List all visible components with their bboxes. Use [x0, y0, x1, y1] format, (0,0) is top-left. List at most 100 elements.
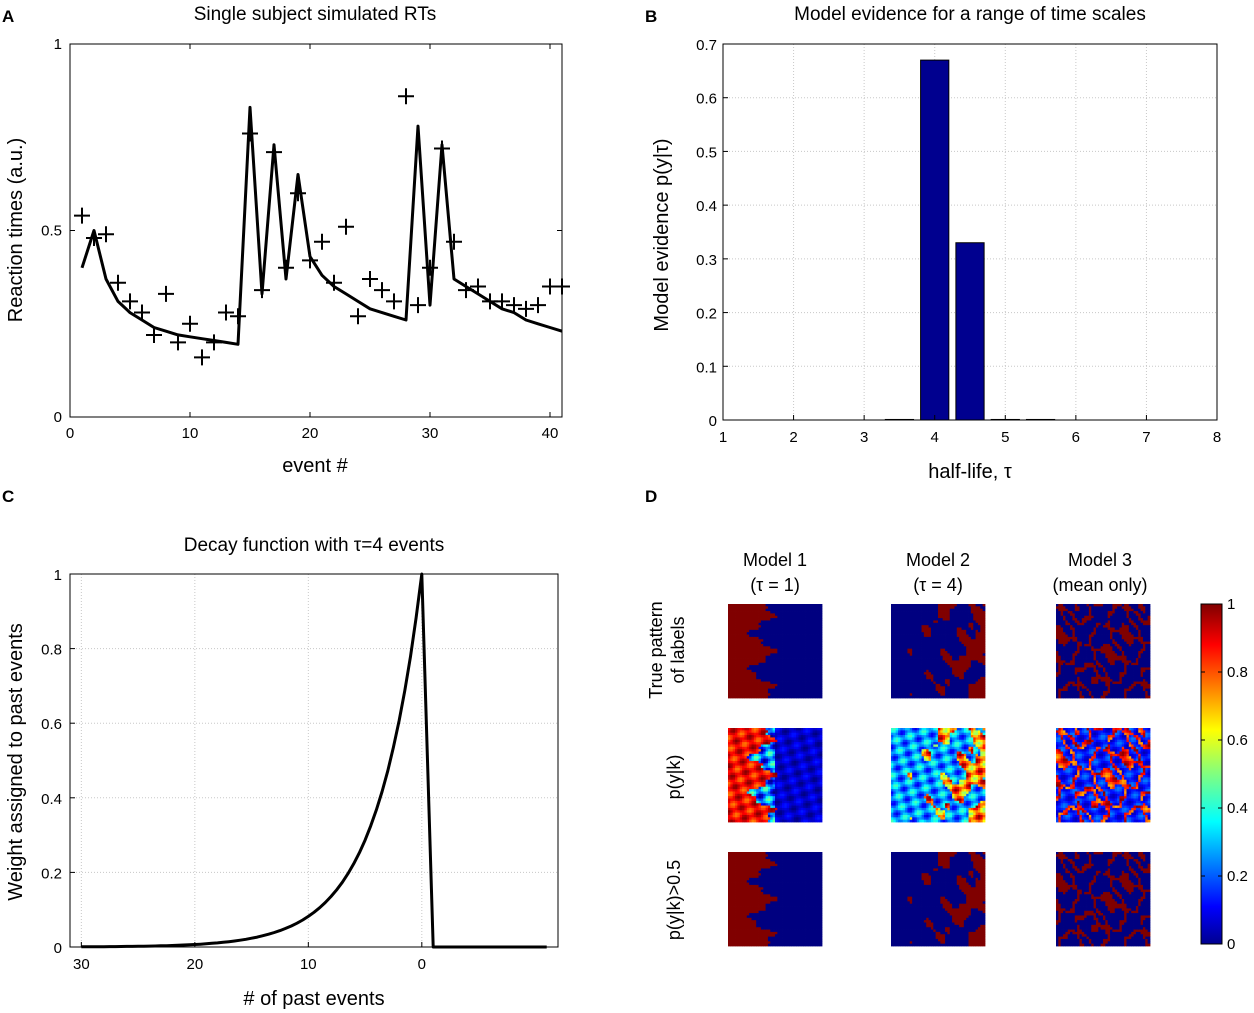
panel-a-data-point: [386, 293, 402, 310]
panel-a-xlabel: event #: [282, 455, 348, 477]
panel-a-data-point: [110, 274, 126, 291]
panel-a-data-point: [554, 278, 570, 295]
panel-c-decay-line: [81, 572, 547, 949]
panel-b-xtick-label: 7: [1142, 429, 1150, 446]
panel-a-xtick-label: 10: [182, 425, 199, 442]
panel-letter-c: C: [2, 487, 14, 506]
panel-b-xtick-label: 1: [719, 429, 727, 446]
panel-c-xtick-label: 10: [300, 956, 317, 973]
panel-b-ytick-label: 0.1: [696, 359, 717, 376]
panel-c-xtick-label: 30: [73, 956, 90, 973]
panel-a-axes: [69, 43, 563, 418]
col-3-line2: (mean only): [1052, 575, 1147, 595]
heatmap-r1-c1: [728, 604, 823, 699]
panel-a-ytick-label: 0: [54, 409, 62, 426]
panel-a-data-point: [518, 300, 534, 317]
panel-a-xtick-label: 20: [302, 425, 319, 442]
panel-b-xtick-label: 5: [1001, 429, 1009, 446]
panel-b-bar: [920, 59, 950, 421]
panel-a-data-point: [434, 140, 450, 157]
panel-b-xtick-label: 8: [1213, 429, 1221, 446]
panel-c-ytick-label: 1: [54, 567, 62, 584]
panel-a-fit-line: [80, 105, 563, 346]
panel-d: D Model 1 (τ = 1) Model 2 (τ = 4) Model …: [645, 487, 1248, 953]
heatmap-r3-c2: [891, 852, 986, 947]
colorbar-tick-label: 0.8: [1227, 664, 1248, 681]
panel-a-data-point: [74, 207, 90, 224]
col-2-line1: Model 2: [906, 550, 970, 570]
panel-c-ytick-label: 0.2: [41, 865, 62, 882]
panel-c-ytick-label: 0.4: [41, 791, 62, 808]
panel-b-ytick-label: 0.6: [696, 91, 717, 108]
panel-a-data-point: [362, 270, 378, 287]
panel-a-data-point: [266, 144, 282, 161]
panel-a-data-point: [422, 259, 438, 276]
panel-c-ytick-label: 0.6: [41, 716, 62, 733]
panel-a-data-point: [338, 218, 354, 235]
panel-a-data-point: [146, 326, 162, 343]
panel-b-ylabel: Model evidence p(y|τ): [651, 138, 673, 331]
panel-a-data-point: [302, 252, 318, 269]
colorbar-tick-label: 0.6: [1227, 732, 1248, 749]
panel-a-data-point: [98, 226, 114, 243]
panel-letter-a: A: [2, 7, 14, 26]
panel-a-data-point: [278, 259, 294, 276]
panel-a-data-point: [290, 185, 306, 202]
row-2-label: p(y|k): [664, 755, 684, 800]
panel-b-ytick-label: 0.5: [696, 144, 717, 161]
panel-a-data-point: [326, 274, 342, 291]
panel-a-data-point: [158, 285, 174, 302]
panel-a-data-point: [446, 233, 462, 250]
panel-b-ytick-label: 0.7: [696, 37, 717, 54]
heatmap-r2-c3: [1056, 728, 1151, 823]
panel-a-data-point: [350, 308, 366, 325]
heatmap-r2-c2: [891, 728, 986, 823]
panel-a-data-point: [374, 282, 390, 299]
heatmap-r3-c3: [1056, 852, 1151, 947]
panel-a-data-point: [182, 315, 198, 332]
panel-b-ytick-label: 0: [709, 413, 717, 430]
panel-a-data-point: [530, 297, 546, 314]
col-1-line2: (τ = 1): [750, 575, 800, 595]
panel-a-data-point: [194, 349, 210, 366]
heatmap-r1-c2: [891, 604, 986, 699]
panel-b-xtick-label: 3: [860, 429, 868, 446]
colorbar-tick-label: 0.2: [1227, 868, 1248, 885]
panel-letter-d: D: [645, 487, 657, 506]
panel-c-title: Decay function with τ=4 events: [184, 535, 444, 556]
panel-a: A Single subject simulated RTs event # R…: [2, 4, 570, 477]
panel-b-ytick-label: 0.3: [696, 252, 717, 269]
panel-a-xtick-label: 0: [66, 425, 74, 442]
col-1-line1: Model 1: [743, 550, 807, 570]
row-1-line1: True pattern: [646, 601, 666, 698]
panel-a-data-point: [494, 293, 510, 310]
panel-b: B Model evidence for a range of time sca…: [645, 4, 1221, 483]
panel-a-data-point: [134, 304, 150, 321]
panel-a-data-point: [122, 293, 138, 310]
panel-a-data-point: [314, 233, 330, 250]
panel-a-data-point: [254, 282, 270, 299]
colorbar: [1200, 603, 1223, 945]
panel-b-xtick-label: 6: [1072, 429, 1080, 446]
panel-a-data-point: [398, 88, 414, 105]
row-3-label: p(y|k)>0.5: [664, 860, 684, 940]
panel-a-data-point: [506, 297, 522, 314]
panel-c-xlabel: # of past events: [243, 988, 384, 1010]
panel-a-data-point: [170, 334, 186, 351]
panel-b-ytick-label: 0.2: [696, 306, 717, 323]
colorbar-tick-label: 1: [1227, 596, 1235, 613]
panel-letter-b: B: [645, 7, 657, 26]
row-1-line2: of labels: [668, 616, 688, 683]
panel-c-ylabel: Weight assigned to past events: [5, 623, 27, 901]
col-3-line1: Model 3: [1068, 550, 1132, 570]
panel-b-xtick-label: 4: [931, 429, 939, 446]
heatmap-r3-c1: [728, 852, 823, 947]
colorbar-tick-label: 0.4: [1227, 800, 1248, 817]
panel-b-title: Model evidence for a range of time scale…: [794, 4, 1146, 25]
panel-a-ytick-label: 0.5: [41, 223, 62, 240]
col-2-line2: (τ = 4): [913, 575, 963, 595]
panel-b-xlabel: half-life, τ: [928, 461, 1012, 483]
panel-a-data-point: [470, 278, 486, 295]
panel-b-axes: [722, 43, 1218, 421]
panel-a-data-point: [206, 334, 222, 351]
